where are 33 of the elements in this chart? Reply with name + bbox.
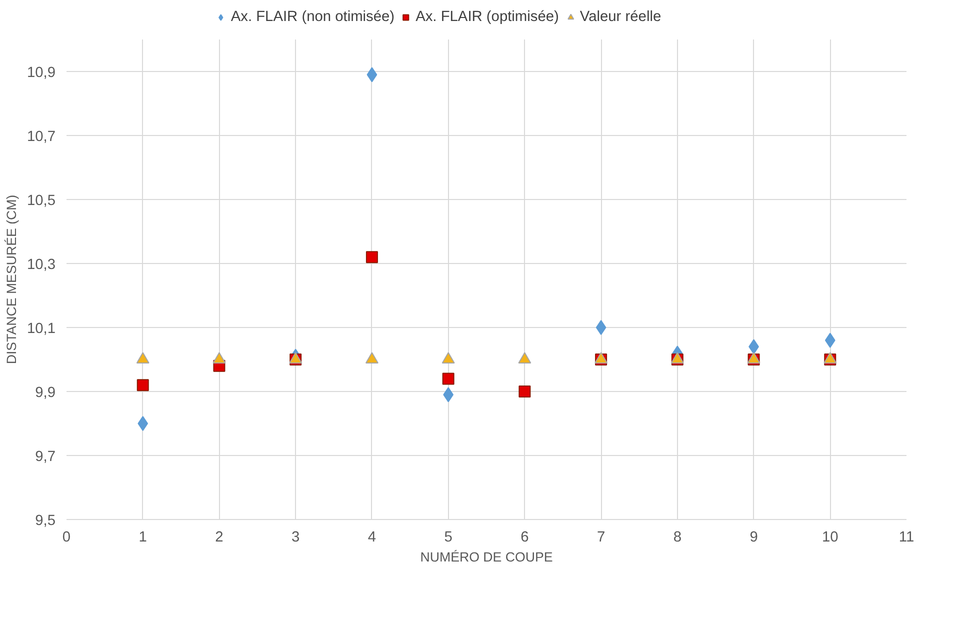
point	[138, 416, 148, 431]
y-tick-label: 9,7	[35, 449, 56, 465]
y-tick-label: 9,9	[35, 385, 56, 401]
x-tick-label: 1	[138, 530, 147, 546]
x-tick-label: 10	[822, 530, 838, 546]
y-tick-label: 10,5	[26, 193, 56, 209]
x-tick-label: 5	[444, 530, 452, 546]
x-tick-label: 0	[62, 530, 71, 546]
y-tick-label: 10,7	[26, 129, 56, 145]
point	[442, 372, 454, 385]
x-tick-label: 4	[368, 530, 376, 546]
y-axis-title: DISTANCE MESURÉE (CM)	[4, 194, 19, 364]
x-axis-title: NUMÉRO DE COUPE	[420, 550, 553, 564]
y-tick-label: 10,3	[26, 257, 56, 273]
x-tick-label: 3	[292, 530, 300, 546]
x-tick-label: 8	[673, 530, 682, 546]
legend-label: Ax. FLAIR (optimisée)	[416, 9, 559, 25]
y-tick-label: 10,1	[26, 321, 56, 337]
x-tick-label: 6	[520, 530, 529, 546]
x-tick-label: 11	[898, 530, 914, 546]
point	[366, 251, 378, 264]
legend-label: Ax. FLAIR (non otimisée)	[230, 9, 395, 25]
point	[366, 67, 378, 82]
point	[596, 320, 606, 335]
y-tick-label: 10,9	[26, 65, 56, 81]
point	[136, 379, 149, 392]
y-tick-label: 9,5	[35, 513, 56, 529]
point	[518, 386, 531, 398]
x-tick-label: 9	[750, 530, 758, 546]
x-tick-label: 7	[596, 530, 606, 546]
point	[824, 332, 836, 348]
legend-label: Valeur réelle	[580, 9, 662, 25]
x-tick-label: 2	[215, 530, 224, 546]
